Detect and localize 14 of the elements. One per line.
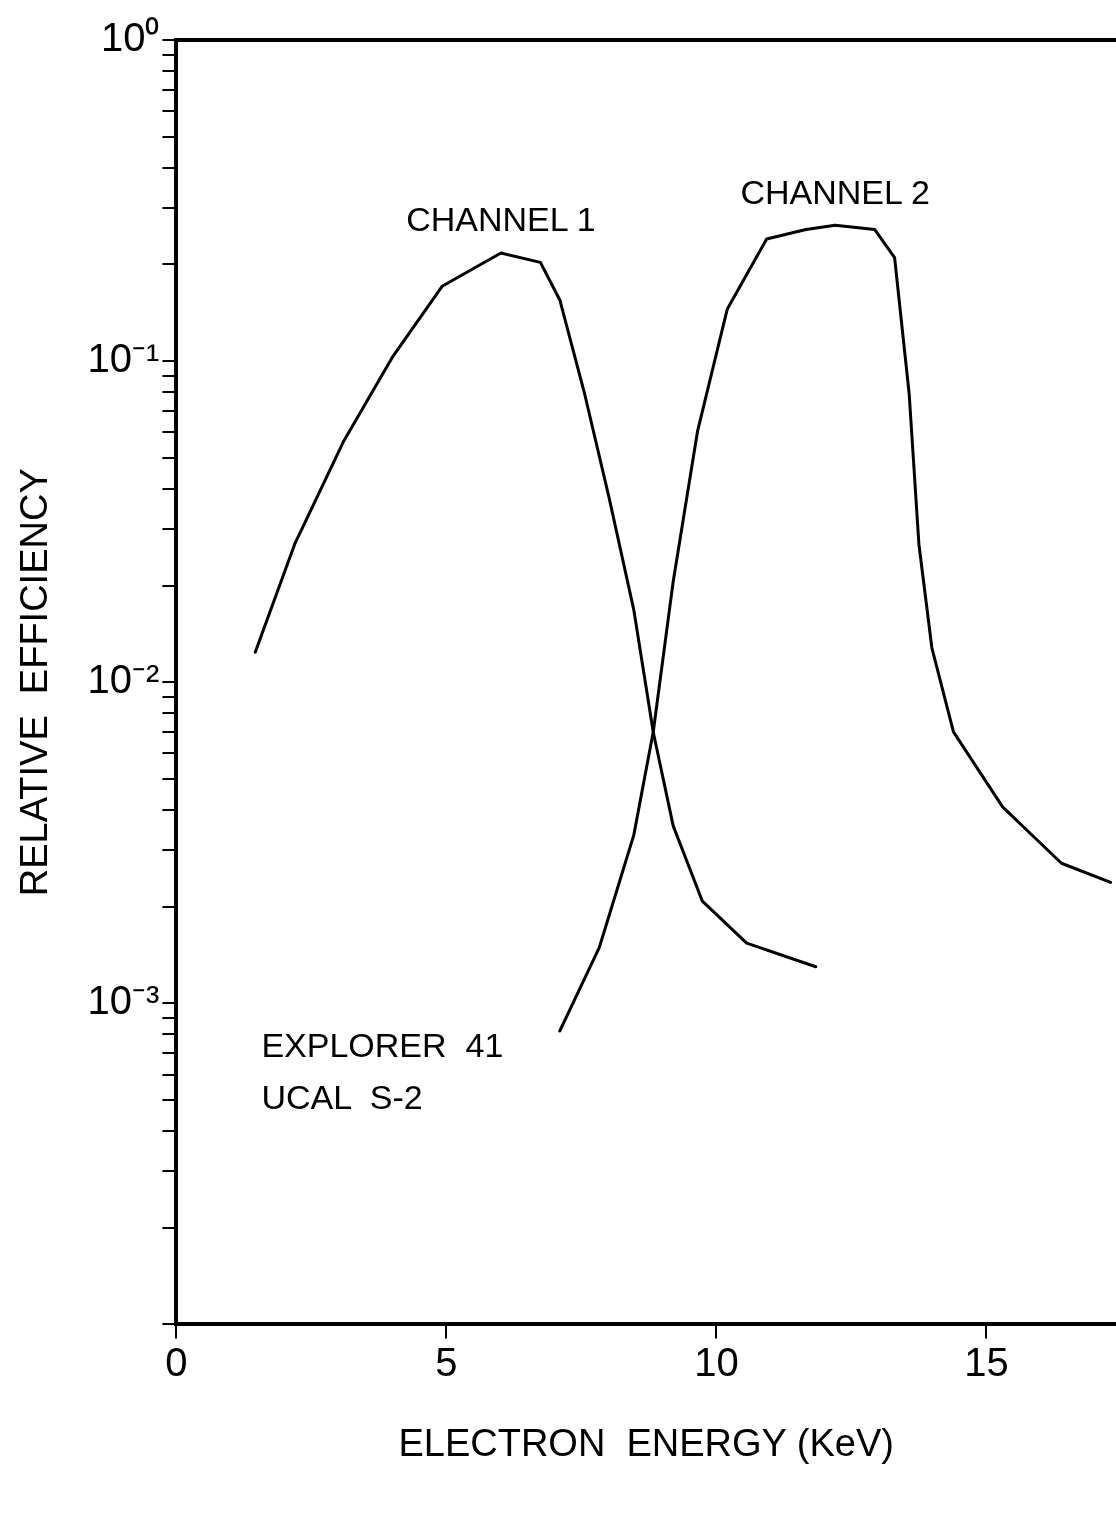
annotation: UCAL S-2 [261, 1077, 423, 1116]
annotation: EXPLORER 41 [261, 1025, 504, 1064]
x-axis-title: ELECTRON ENERGY (KeV) [398, 1421, 894, 1464]
y-tick-label: 10⁻³ [87, 978, 160, 1023]
series-label: CHANNEL 1 [406, 200, 596, 239]
y-tick-label: 10⁻¹ [87, 336, 160, 381]
x-tick-label: 15 [964, 1340, 1009, 1385]
x-tick-label: 10 [694, 1340, 739, 1385]
x-tick-label: 5 [435, 1340, 458, 1385]
y-tick-label: 10⁻² [87, 657, 160, 702]
y-axis-title: RELATIVE EFFICIENCY [13, 468, 56, 897]
series-label: CHANNEL 2 [740, 172, 930, 211]
x-tick-label: 0 [165, 1340, 188, 1385]
y-tick-label: 10⁰ [100, 15, 160, 60]
